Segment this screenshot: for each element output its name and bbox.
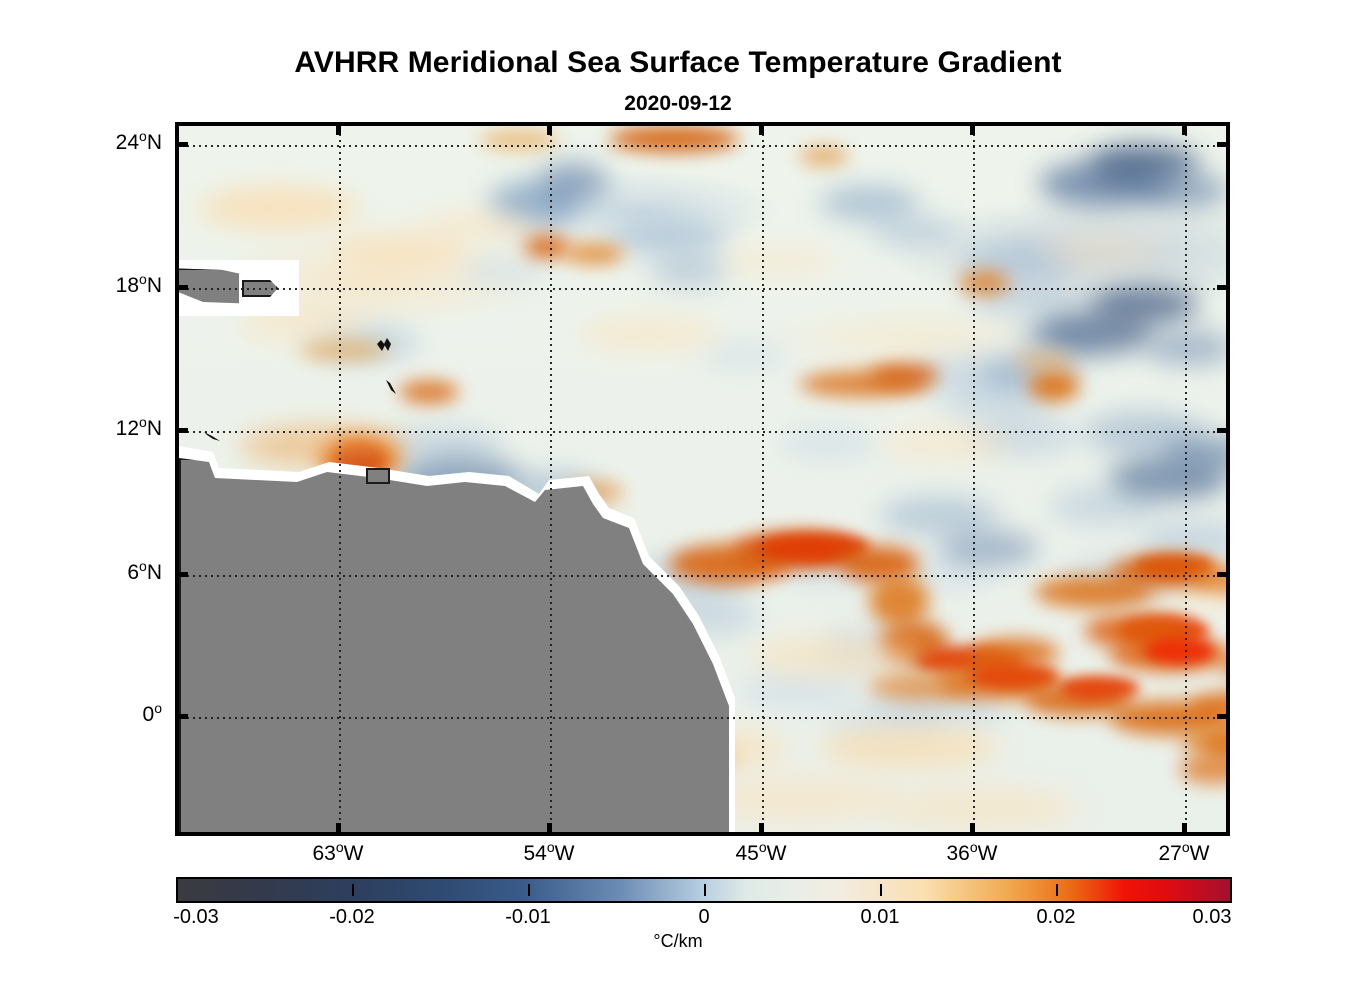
y-tick-label: 24oN — [115, 128, 162, 154]
gridline-lon-36W — [973, 126, 975, 832]
y-tick-hemisphere: N — [146, 417, 162, 440]
x-tick-label: 63oW — [312, 839, 364, 865]
colorbar-tick-label: 0 — [698, 906, 710, 928]
x-tick-value: 36 — [946, 842, 970, 865]
y-tick-value: 0 — [142, 703, 155, 726]
x-tick-label: 45oW — [735, 839, 787, 865]
page-title: AVHRR Meridional Sea Surface Temperature… — [294, 46, 1062, 79]
y-tick-label: 18oN — [115, 271, 162, 297]
gridline-lon-54W — [550, 126, 552, 832]
x-tick-hemisphere: W — [343, 842, 364, 865]
colorbar-tick-label: -0.03 — [173, 906, 219, 928]
gridline-lon-27W — [1185, 126, 1187, 832]
colorbar-unit-label: °C/km — [653, 931, 703, 951]
map-canvas — [179, 126, 1226, 832]
gridline-lon-63W — [339, 126, 341, 832]
y-tick-value: 12 — [115, 417, 140, 440]
x-tick-hemisphere: W — [554, 842, 575, 865]
y-tick-label: 6oN — [127, 558, 162, 584]
colorbar-tick-label: 0.02 — [1036, 906, 1076, 928]
y-tick-hemisphere: N — [146, 274, 162, 297]
x-tick-label: 54oW — [523, 839, 575, 865]
x-tick-value: 45 — [735, 842, 759, 865]
gridline-lat-18N — [179, 288, 1226, 290]
gridline-lon-45W — [762, 126, 764, 832]
x-tick-value: 63 — [312, 842, 336, 865]
y-tick-value: 24 — [115, 131, 140, 154]
colorbar-tick-label: 0.01 — [860, 906, 900, 928]
gridline-lat-6N — [179, 575, 1226, 577]
map-plot-area[interactable] — [175, 122, 1230, 836]
page-subtitle: 2020-09-12 — [624, 92, 732, 115]
x-tick-hemisphere: W — [1189, 842, 1210, 865]
x-tick-hemisphere: W — [766, 842, 787, 865]
y-tick-value: 18 — [115, 274, 140, 297]
y-tick-hemisphere: N — [146, 131, 162, 154]
x-tick-value: 27 — [1158, 842, 1182, 865]
gridline-lat-24N — [179, 145, 1226, 147]
colorbar-tick-label: 0.03 — [1192, 906, 1232, 928]
y-tick-value: 6 — [127, 561, 140, 584]
land-mask-layer — [179, 126, 1226, 832]
gridline-lat-0 — [179, 717, 1226, 719]
gridlines — [179, 126, 1226, 832]
gridline-lat-12N — [179, 431, 1226, 433]
x-tick-hemisphere: W — [977, 842, 998, 865]
y-tick-label: 0o — [142, 700, 162, 726]
colorbar-tick-label: -0.01 — [505, 906, 551, 928]
x-tick-value: 54 — [523, 842, 547, 865]
y-tick-label: 12oN — [115, 414, 162, 440]
colorbar-tick-label: -0.02 — [329, 906, 375, 928]
x-tick-label: 27oW — [1158, 839, 1210, 865]
y-tick-hemisphere: N — [146, 561, 162, 584]
x-tick-label: 36oW — [946, 839, 998, 865]
